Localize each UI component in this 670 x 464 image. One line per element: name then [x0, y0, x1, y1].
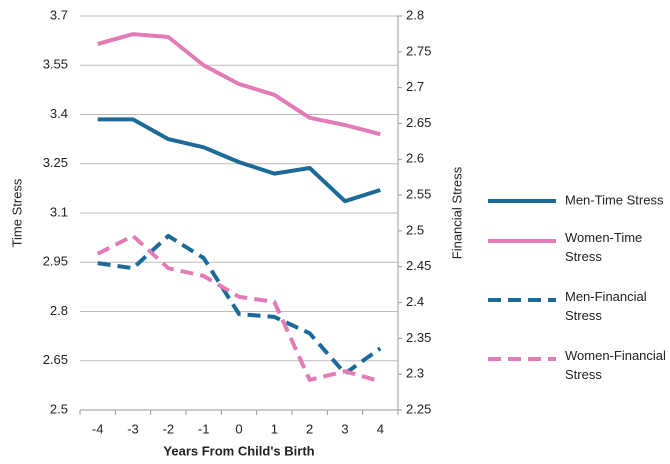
y2-tick-label: 2.35 — [406, 330, 431, 345]
y2-tick-label: 2.7 — [406, 79, 424, 94]
series-line — [97, 233, 382, 376]
legend-label: Women-Time Stress — [565, 230, 646, 264]
x-tick-label: 4 — [377, 421, 384, 436]
x-tick-label: -2 — [163, 421, 175, 436]
y-tick-label: 3.1 — [50, 204, 68, 219]
y2-axis-label: Financial Stress — [449, 166, 464, 259]
y2-tick-label: 2.4 — [406, 294, 424, 309]
y2-tick-label: 2.3 — [406, 366, 424, 381]
y2-tick-label: 2.75 — [406, 43, 431, 58]
x-tick-label: -1 — [198, 421, 210, 436]
y2-tick-label: 2.65 — [406, 115, 431, 130]
y-tick-label: 2.65 — [43, 352, 68, 367]
legend-label: Men-Financial Stress — [565, 289, 650, 323]
series-line — [96, 233, 381, 384]
x-tick-label: 0 — [235, 421, 242, 436]
y-axis-label: Time Stress — [9, 178, 24, 247]
y2-tick-label: 2.5 — [406, 222, 424, 237]
y-tick-label: 2.8 — [50, 303, 68, 318]
x-tick-label: 1 — [271, 421, 278, 436]
legend-label: Men-Time Stress — [565, 192, 664, 207]
y2-tick-label: 2.55 — [406, 187, 431, 202]
y-tick-label: 3.55 — [43, 57, 68, 72]
y2-tick-label: 2.45 — [406, 258, 431, 273]
legend-label: Women-Financial Stress — [565, 348, 670, 382]
y-tick-label: 3.7 — [50, 7, 68, 22]
x-tick-label: 3 — [341, 421, 348, 436]
series-line — [97, 32, 381, 137]
x-axis-label: Years From Child's Birth — [163, 443, 314, 458]
y2-tick-label: 2.25 — [406, 401, 431, 416]
y-tick-label: 3.4 — [50, 106, 68, 121]
series-line — [97, 117, 381, 204]
x-tick-label: -4 — [92, 421, 104, 436]
x-tick-label: -3 — [127, 421, 139, 436]
y-tick-label: 3.25 — [43, 155, 68, 170]
x-tick-label: 2 — [306, 421, 313, 436]
y-tick-label: 2.95 — [43, 254, 68, 269]
y-tick-label: 2.5 — [50, 401, 68, 416]
y2-tick-label: 2.8 — [406, 7, 424, 22]
y2-tick-label: 2.6 — [406, 151, 424, 166]
